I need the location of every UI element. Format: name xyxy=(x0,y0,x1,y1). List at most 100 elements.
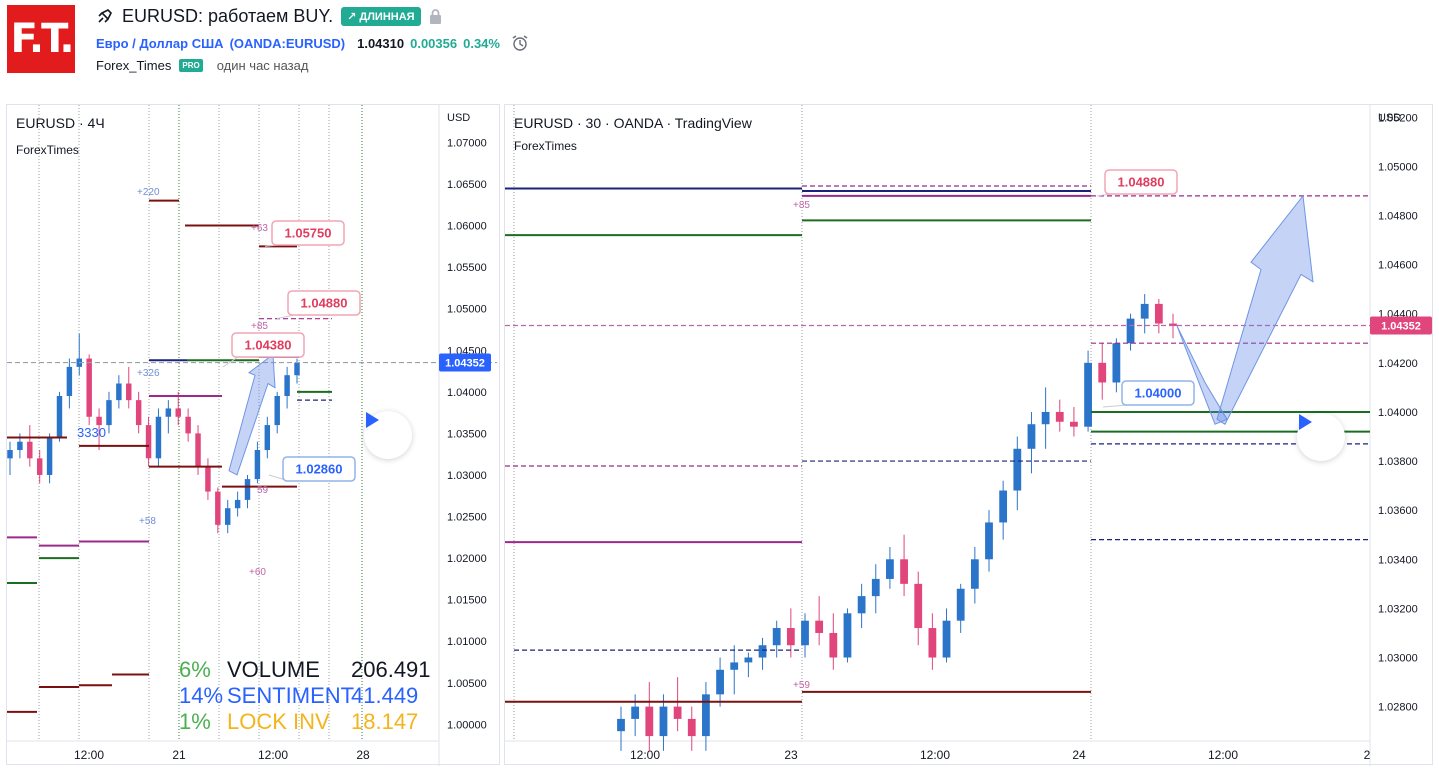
symbol-code-link[interactable]: (OANDA:EURUSD) xyxy=(229,35,346,51)
label-entry-pointer xyxy=(1102,404,1129,408)
play-button-right[interactable] xyxy=(1297,413,1345,461)
price-tick-label: 1.02800 xyxy=(1378,702,1418,714)
candle-body xyxy=(145,425,152,459)
time-tick-label: 12:00 xyxy=(258,748,288,762)
price-tick-label: 1.06000 xyxy=(447,221,487,233)
candle-body xyxy=(617,718,625,732)
label-target-1-text: 1.05750 xyxy=(285,226,332,241)
stat-sentiment: 14% SENTIMENT 41.449 xyxy=(179,683,431,709)
price-tick-label: 1.02000 xyxy=(447,553,487,565)
pro-badge: PRO xyxy=(179,59,203,72)
candle-body xyxy=(1112,343,1121,383)
candle-body xyxy=(716,669,724,695)
time-tick-label: 2 xyxy=(1364,748,1371,762)
left-chart-svg[interactable]: USD 1.07000 1.06500 1.06000 1.05500 1.05000 1.… xyxy=(7,105,501,766)
candle-body xyxy=(7,450,13,459)
label-target-1-box xyxy=(271,220,345,246)
label-entry-box xyxy=(231,332,305,358)
candle-body xyxy=(264,425,271,451)
candle-body xyxy=(195,433,201,467)
price-change: 0.00356 xyxy=(410,35,458,51)
author-row: Forex_Times PRO один час назад xyxy=(96,58,308,73)
time-tick-label: 12:00 xyxy=(920,748,950,762)
label-stop-text: 1.02860 xyxy=(296,462,343,477)
small-annotation: +60 xyxy=(249,567,266,578)
small-annotation: +63 xyxy=(251,223,268,234)
price-tick-label: 1.01500 xyxy=(447,595,487,607)
time-tick-label: 12:00 xyxy=(630,748,660,762)
small-annotation: +85 xyxy=(793,200,810,211)
idea-title: EURUSD: работаем BUY. xyxy=(122,5,334,26)
candle-body xyxy=(46,437,53,475)
candle-body xyxy=(645,706,654,737)
author-name[interactable]: Forex_Times xyxy=(96,58,172,73)
candle-body xyxy=(801,620,809,646)
lock-icon xyxy=(429,8,441,24)
time-tick-label: 28 xyxy=(356,748,370,762)
candle-body xyxy=(185,416,191,434)
candle-body xyxy=(815,620,824,633)
candle-body xyxy=(294,362,300,376)
price-tick-label: 1.05000 xyxy=(447,304,487,316)
candle-body xyxy=(1027,424,1036,449)
label-target-text: 1.04880 xyxy=(1118,175,1165,190)
candle-body xyxy=(673,706,682,719)
candle-body xyxy=(254,450,261,480)
candle-body xyxy=(165,408,172,417)
small-annotation: +58 xyxy=(139,516,156,527)
price-tick-label: 1.04200 xyxy=(1378,358,1418,370)
price-tick-label: 1.05000 xyxy=(1378,161,1418,173)
candle-body xyxy=(942,620,951,658)
price-tick-label: 1.05500 xyxy=(447,262,487,274)
small-annotation: 59 xyxy=(257,485,269,496)
price-tick-label: 1.03200 xyxy=(1378,603,1418,615)
left-chart-panel[interactable]: USD 1.07000 1.06500 1.06000 1.05500 1.05000 1.… xyxy=(6,104,501,766)
price-tick-label: 1.04000 xyxy=(447,387,487,399)
price-change-percent: 0.34% xyxy=(463,35,500,51)
price-tick-label: 1.05200 xyxy=(1378,112,1418,124)
right-chart-panel[interactable]: USD 1.05200 1.05000 1.04800 1.04600 1.04400 1.… xyxy=(504,104,1434,766)
left-price-tag-text: 1.04352 xyxy=(445,358,485,370)
stat-volume-pct: 6% xyxy=(179,657,211,682)
forextimes-logo[interactable]: F.T. xyxy=(7,5,75,73)
candle-body xyxy=(36,458,43,475)
candle-body xyxy=(116,383,122,401)
candle-body xyxy=(126,383,132,401)
indicator-stats: 6% VOLUME 206.491 14% SENTIMENT 41.449 1… xyxy=(179,657,431,735)
candle-body xyxy=(857,596,866,614)
left-price-tag-bg xyxy=(439,353,491,372)
time-tick-label: 12:00 xyxy=(74,748,104,762)
candle-body xyxy=(1055,411,1064,422)
symbol-row: Евро / Доллар США (OANDA:EURUSD) 1.04310… xyxy=(96,34,530,52)
candle-body xyxy=(730,662,739,670)
candle-body xyxy=(244,479,251,500)
right-chart-svg[interactable]: USD1.052001.050001.048001.046001.044001.… xyxy=(505,105,1434,766)
idea-title-row: EURUSD: работаем BUY. ↗ ДЛИННАЯ xyxy=(96,5,442,27)
candle-body xyxy=(17,441,23,451)
price-tick-label: 1.03500 xyxy=(447,428,487,440)
alarm-clock-icon[interactable] xyxy=(510,34,530,52)
price-tick-label: 1.04600 xyxy=(1378,260,1418,272)
stat-volume: 6% VOLUME 206.491 xyxy=(179,657,431,683)
candle-body xyxy=(758,645,767,658)
stat-lock-inv-name: LOCK INV xyxy=(227,709,330,734)
stat-volume-value: 206.491 xyxy=(351,657,431,682)
candle-body xyxy=(27,441,33,459)
candle-body xyxy=(1140,303,1149,319)
candle-body xyxy=(96,416,102,426)
price-tick-label: 1.02500 xyxy=(447,512,487,524)
symbol-description-link[interactable]: Евро / Доллар США xyxy=(96,35,224,51)
small-annotation: +85 xyxy=(251,321,268,332)
candle-body xyxy=(234,499,241,509)
label-entry-text: 1.04000 xyxy=(1135,386,1182,401)
stat-sentiment-name: SENTIMENT xyxy=(227,683,355,708)
play-button[interactable] xyxy=(364,411,412,459)
last-price: 1.04310 xyxy=(357,35,405,51)
candle-body xyxy=(135,400,142,426)
candle-body xyxy=(687,718,696,737)
price-tick-label: 1.04800 xyxy=(1378,211,1418,223)
label-entry-pointer xyxy=(222,356,239,368)
small-annotation: +59 xyxy=(793,680,810,691)
stat-sentiment-value: 41.449 xyxy=(351,683,419,708)
play-icon xyxy=(1299,414,1312,430)
